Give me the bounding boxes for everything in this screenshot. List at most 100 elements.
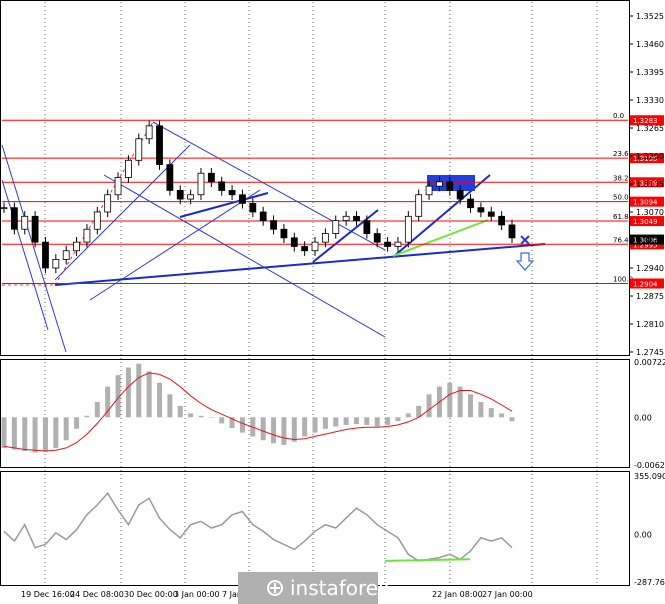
candles bbox=[0, 120, 516, 274]
macd-bar bbox=[312, 417, 318, 433]
y-tick-label: 1.3395 bbox=[636, 68, 664, 77]
candle-body bbox=[332, 220, 340, 234]
candle-body bbox=[239, 194, 246, 204]
fib-price-tag bbox=[630, 278, 664, 289]
candle-body bbox=[436, 181, 443, 187]
macd-bar bbox=[84, 415, 90, 418]
macd-y-label: 0.00722 bbox=[634, 358, 665, 367]
left-channel-line bbox=[1, 144, 67, 353]
macd-bar bbox=[1, 417, 7, 448]
y-tick-label: 1.3135 bbox=[636, 180, 664, 189]
macd-bar bbox=[447, 382, 453, 418]
candle-body bbox=[114, 177, 122, 196]
candle-body bbox=[249, 202, 257, 213]
x-tick-label: 27 Jan 00:00 bbox=[482, 590, 533, 599]
macd-bar bbox=[146, 371, 152, 418]
candle-body bbox=[125, 159, 132, 178]
watermark: instaforex bbox=[238, 572, 390, 604]
x-tick-label: 19 Dec 16:00 bbox=[21, 590, 75, 599]
candle-body bbox=[373, 233, 381, 243]
fib-ratio-label: 38.2 bbox=[613, 174, 629, 182]
candle-body bbox=[145, 125, 153, 140]
main-support-trendline bbox=[54, 243, 546, 286]
y-tick-label: 1.3525 bbox=[636, 12, 664, 21]
macd-bar bbox=[22, 417, 28, 451]
candle-body bbox=[477, 207, 485, 213]
macd-bar bbox=[281, 417, 287, 445]
macd-histogram bbox=[1, 363, 515, 453]
candle-body bbox=[166, 164, 174, 191]
macd-bar bbox=[416, 405, 422, 418]
fib-price-label: 1.3195 bbox=[633, 155, 658, 163]
macd-bar bbox=[385, 417, 391, 425]
macd-bar bbox=[291, 417, 297, 442]
candle-body bbox=[415, 194, 423, 217]
y-tick-label: 1.2745 bbox=[636, 348, 664, 357]
fib-ratio-label: 100.0 bbox=[613, 276, 633, 284]
candle-body bbox=[52, 258, 60, 269]
price-panel-frame bbox=[0, 0, 630, 356]
x-tick-label: 30 Dec 00:00 bbox=[124, 590, 178, 599]
macd-bar bbox=[333, 417, 339, 427]
y-tick-label: 1.3020 bbox=[636, 236, 664, 245]
candle-body bbox=[290, 237, 298, 247]
candle-body bbox=[311, 241, 319, 252]
candle-body bbox=[228, 190, 236, 196]
candle-body bbox=[425, 185, 433, 196]
y-tick-label: 1.3200 bbox=[636, 152, 664, 161]
candle-body bbox=[259, 211, 267, 222]
candle-body bbox=[363, 220, 371, 234]
fib-price-label: 1.3283 bbox=[633, 117, 658, 125]
arrow-down-shape bbox=[515, 252, 535, 271]
watermark-band bbox=[238, 572, 378, 604]
macd-bar bbox=[94, 401, 100, 418]
y-axis-labels: 1.35251.34601.33951.33301.32651.32001.31… bbox=[629, 12, 665, 587]
macd-bar bbox=[364, 417, 370, 425]
candle-body bbox=[176, 190, 184, 200]
watermark-text: instaforex bbox=[290, 576, 390, 600]
macd-bar bbox=[198, 415, 204, 418]
macd-bar bbox=[157, 382, 163, 418]
candle-body bbox=[21, 215, 29, 230]
macd-bar bbox=[74, 417, 80, 429]
cross-shape bbox=[520, 235, 530, 245]
y-tick-label: 1.2810 bbox=[636, 320, 664, 329]
candle-body bbox=[218, 181, 226, 191]
macd-bar bbox=[468, 394, 474, 418]
macd-bar bbox=[229, 417, 235, 429]
cci-panel-frame bbox=[0, 471, 630, 586]
macd-bar bbox=[343, 417, 349, 425]
current-price-label: 1.3006 bbox=[633, 237, 658, 245]
cci-line bbox=[3, 492, 513, 562]
macd-bar bbox=[488, 408, 494, 418]
left-channel-line bbox=[1, 179, 49, 331]
candle-body bbox=[10, 207, 18, 230]
macd-bar bbox=[405, 413, 411, 418]
fib-price-label: 1.3049 bbox=[633, 218, 658, 226]
candle-body bbox=[197, 172, 205, 196]
arrow-down-icon bbox=[515, 252, 535, 271]
macd-bar bbox=[478, 401, 484, 418]
candle-body bbox=[394, 241, 402, 247]
macd-bar bbox=[208, 417, 214, 418]
fib-price-tag bbox=[630, 177, 664, 188]
y-tick-label: 1.2940 bbox=[636, 264, 664, 273]
candle-body bbox=[456, 190, 464, 200]
macd-bar bbox=[509, 417, 515, 422]
candle-body bbox=[384, 241, 391, 247]
x-tick-label: 24 Dec 08:00 bbox=[70, 590, 124, 599]
fib-price-tag bbox=[630, 216, 664, 227]
cci-y-label: 355.0903 bbox=[634, 472, 665, 481]
y-tick-label: 1.3265 bbox=[636, 124, 664, 133]
macd-bar bbox=[271, 417, 277, 444]
fib-price-label: 1.3139 bbox=[633, 179, 658, 187]
macd-bar bbox=[105, 386, 111, 418]
macd-bar bbox=[177, 405, 183, 418]
y-tick-label: 1.3070 bbox=[636, 208, 664, 217]
candle-body bbox=[467, 198, 474, 209]
macd-panel-frame bbox=[0, 359, 630, 468]
